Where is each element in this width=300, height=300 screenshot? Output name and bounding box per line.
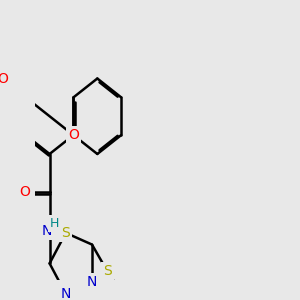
Text: N: N <box>41 224 52 238</box>
Text: O: O <box>68 128 79 142</box>
Text: S: S <box>61 226 70 240</box>
Text: N: N <box>61 287 71 300</box>
Text: O: O <box>0 72 8 86</box>
Text: O: O <box>20 185 30 199</box>
Text: S: S <box>103 264 112 278</box>
Text: H: H <box>50 217 60 230</box>
Text: H: H <box>45 222 54 235</box>
Text: N: N <box>87 275 97 289</box>
